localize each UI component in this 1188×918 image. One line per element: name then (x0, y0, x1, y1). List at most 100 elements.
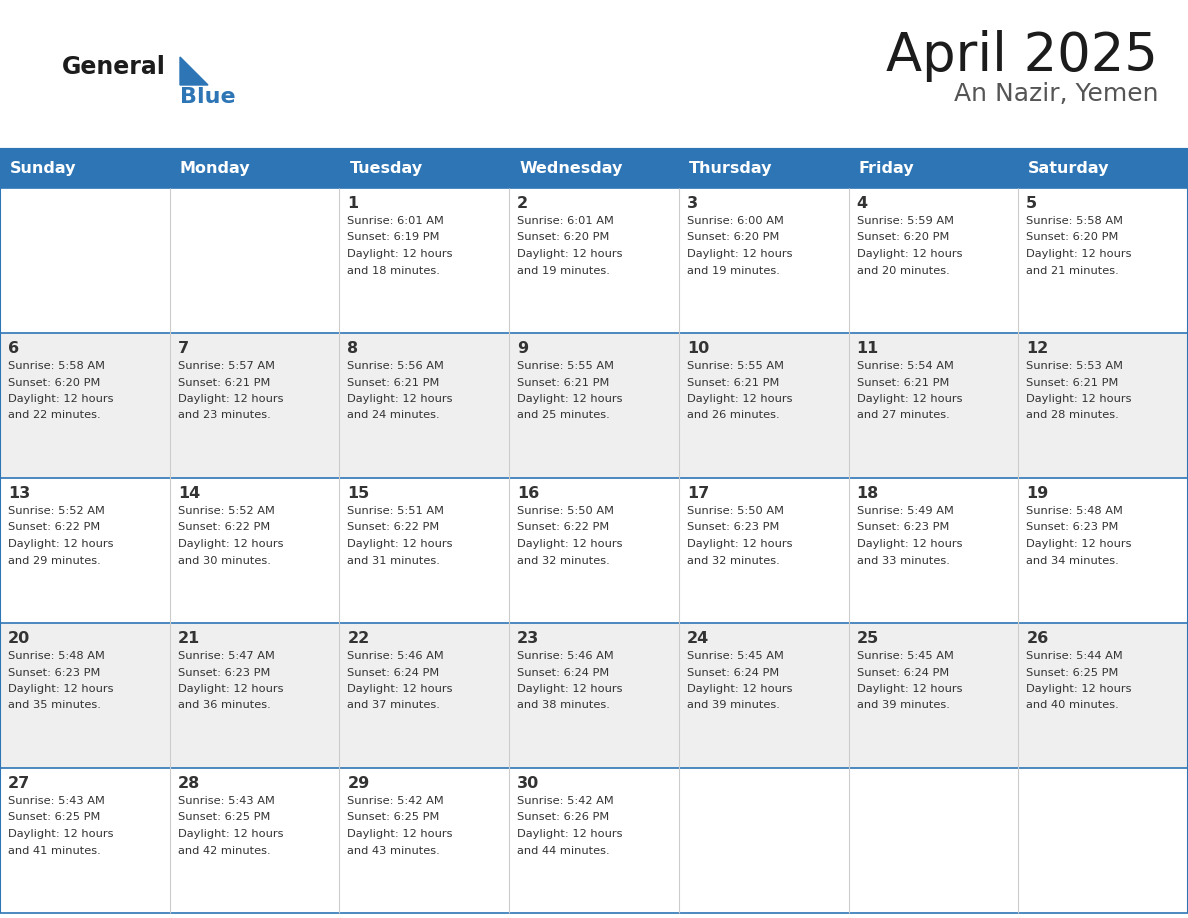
Text: Sunset: 6:23 PM: Sunset: 6:23 PM (857, 522, 949, 532)
Text: Daylight: 12 hours: Daylight: 12 hours (517, 684, 623, 694)
Text: and 37 minutes.: and 37 minutes. (347, 700, 441, 711)
Text: Sunset: 6:22 PM: Sunset: 6:22 PM (347, 522, 440, 532)
Bar (848, 478, 1018, 623)
Text: Sunrise: 5:45 AM: Sunrise: 5:45 AM (687, 651, 784, 661)
Text: Sunrise: 5:45 AM: Sunrise: 5:45 AM (857, 651, 954, 661)
Bar (1018, 623, 1188, 768)
Text: Daylight: 12 hours: Daylight: 12 hours (1026, 684, 1132, 694)
Text: 14: 14 (178, 486, 200, 501)
Text: 9: 9 (517, 341, 529, 356)
Text: Blue: Blue (181, 87, 235, 107)
Text: and 36 minutes.: and 36 minutes. (178, 700, 271, 711)
Text: Sunset: 6:26 PM: Sunset: 6:26 PM (517, 812, 609, 823)
Text: Sunrise: 5:58 AM: Sunrise: 5:58 AM (8, 361, 105, 371)
Text: 22: 22 (347, 631, 369, 646)
Text: Sunday: Sunday (10, 162, 76, 176)
Text: Daylight: 12 hours: Daylight: 12 hours (517, 394, 623, 404)
Text: April 2025: April 2025 (886, 30, 1158, 82)
Text: Sunrise: 5:52 AM: Sunrise: 5:52 AM (178, 506, 274, 516)
Text: Sunset: 6:25 PM: Sunset: 6:25 PM (347, 812, 440, 823)
Text: and 33 minutes.: and 33 minutes. (857, 555, 949, 565)
Text: Sunset: 6:25 PM: Sunset: 6:25 PM (8, 812, 100, 823)
Text: Daylight: 12 hours: Daylight: 12 hours (517, 539, 623, 549)
Text: Sunrise: 5:49 AM: Sunrise: 5:49 AM (857, 506, 954, 516)
Text: Sunrise: 5:50 AM: Sunrise: 5:50 AM (687, 506, 784, 516)
Text: 4: 4 (857, 196, 867, 211)
Text: Daylight: 12 hours: Daylight: 12 hours (857, 539, 962, 549)
Text: and 21 minutes.: and 21 minutes. (1026, 265, 1119, 275)
Text: Daylight: 12 hours: Daylight: 12 hours (347, 684, 453, 694)
Text: 1: 1 (347, 196, 359, 211)
Text: Sunset: 6:22 PM: Sunset: 6:22 PM (8, 522, 100, 532)
Bar (678, 768, 848, 913)
Text: and 23 minutes.: and 23 minutes. (178, 410, 271, 420)
Text: Sunset: 6:23 PM: Sunset: 6:23 PM (178, 667, 270, 677)
Bar (678, 150, 848, 188)
Text: Daylight: 12 hours: Daylight: 12 hours (8, 684, 114, 694)
Text: Daylight: 12 hours: Daylight: 12 hours (178, 394, 283, 404)
Text: and 32 minutes.: and 32 minutes. (687, 555, 779, 565)
Text: and 34 minutes.: and 34 minutes. (1026, 555, 1119, 565)
Bar (170, 623, 340, 768)
Text: and 30 minutes.: and 30 minutes. (178, 555, 271, 565)
Text: and 19 minutes.: and 19 minutes. (517, 265, 609, 275)
Text: and 31 minutes.: and 31 minutes. (347, 555, 441, 565)
Text: 12: 12 (1026, 341, 1049, 356)
Text: Sunset: 6:24 PM: Sunset: 6:24 PM (857, 667, 949, 677)
Text: Daylight: 12 hours: Daylight: 12 hours (347, 829, 453, 839)
Text: 24: 24 (687, 631, 709, 646)
Text: 19: 19 (1026, 486, 1049, 501)
Text: 21: 21 (178, 631, 200, 646)
Text: 25: 25 (857, 631, 879, 646)
Text: and 38 minutes.: and 38 minutes. (517, 700, 609, 711)
Bar (1018, 333, 1188, 478)
Bar (510, 333, 678, 478)
Text: Sunrise: 5:55 AM: Sunrise: 5:55 AM (517, 361, 614, 371)
Bar (848, 150, 1018, 188)
Text: 5: 5 (1026, 196, 1037, 211)
Bar (0, 150, 170, 188)
Text: Sunset: 6:21 PM: Sunset: 6:21 PM (517, 377, 609, 387)
Text: Daylight: 12 hours: Daylight: 12 hours (178, 684, 283, 694)
Text: 8: 8 (347, 341, 359, 356)
Text: Sunset: 6:20 PM: Sunset: 6:20 PM (517, 232, 609, 242)
Text: Sunset: 6:24 PM: Sunset: 6:24 PM (517, 667, 609, 677)
Text: Sunset: 6:22 PM: Sunset: 6:22 PM (517, 522, 609, 532)
Text: Sunrise: 5:47 AM: Sunrise: 5:47 AM (178, 651, 274, 661)
Text: and 41 minutes.: and 41 minutes. (8, 845, 101, 856)
Text: Sunrise: 5:46 AM: Sunrise: 5:46 AM (347, 651, 444, 661)
Bar (678, 623, 848, 768)
Text: and 18 minutes.: and 18 minutes. (347, 265, 441, 275)
Text: 17: 17 (687, 486, 709, 501)
Text: and 43 minutes.: and 43 minutes. (347, 845, 441, 856)
Text: Daylight: 12 hours: Daylight: 12 hours (1026, 249, 1132, 259)
Text: Daylight: 12 hours: Daylight: 12 hours (347, 394, 453, 404)
Text: Daylight: 12 hours: Daylight: 12 hours (857, 394, 962, 404)
Text: Sunrise: 5:59 AM: Sunrise: 5:59 AM (857, 216, 954, 226)
Bar (340, 478, 510, 623)
Text: 18: 18 (857, 486, 879, 501)
Bar (848, 623, 1018, 768)
Bar (340, 768, 510, 913)
Text: 11: 11 (857, 341, 879, 356)
Text: Sunset: 6:25 PM: Sunset: 6:25 PM (178, 812, 270, 823)
Text: Daylight: 12 hours: Daylight: 12 hours (8, 829, 114, 839)
Bar (510, 478, 678, 623)
Bar (848, 188, 1018, 333)
Text: Sunrise: 5:53 AM: Sunrise: 5:53 AM (1026, 361, 1124, 371)
Bar (340, 333, 510, 478)
Text: Sunrise: 5:56 AM: Sunrise: 5:56 AM (347, 361, 444, 371)
Text: Sunrise: 6:01 AM: Sunrise: 6:01 AM (517, 216, 614, 226)
Text: 16: 16 (517, 486, 539, 501)
Text: 3: 3 (687, 196, 699, 211)
Text: Sunrise: 5:46 AM: Sunrise: 5:46 AM (517, 651, 614, 661)
Text: 20: 20 (8, 631, 30, 646)
Text: Daylight: 12 hours: Daylight: 12 hours (347, 249, 453, 259)
Text: Sunrise: 5:42 AM: Sunrise: 5:42 AM (517, 796, 614, 806)
Text: Daylight: 12 hours: Daylight: 12 hours (687, 394, 792, 404)
Text: Thursday: Thursday (689, 162, 772, 176)
Bar (1018, 188, 1188, 333)
Text: 27: 27 (8, 776, 30, 791)
Text: Sunrise: 5:57 AM: Sunrise: 5:57 AM (178, 361, 274, 371)
Bar (340, 623, 510, 768)
